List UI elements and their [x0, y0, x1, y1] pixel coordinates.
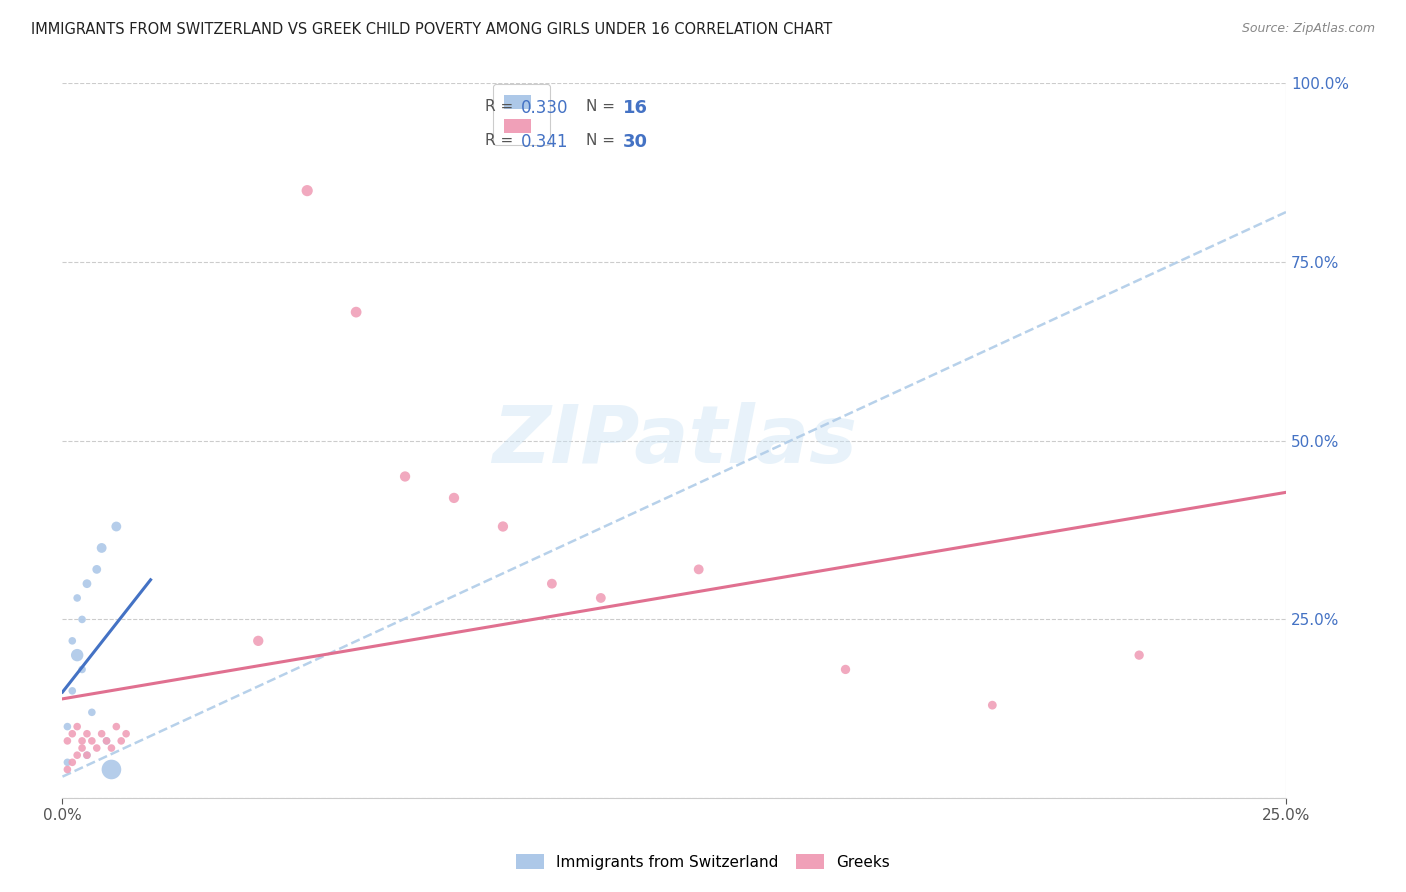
Point — [247, 633, 270, 648]
Point — [541, 576, 564, 591]
Point — [66, 720, 89, 734]
Point — [1128, 648, 1150, 662]
Point — [981, 698, 1004, 713]
Point — [80, 706, 103, 720]
Point — [492, 519, 515, 533]
Point — [96, 734, 118, 748]
Point — [80, 734, 103, 748]
Point — [76, 748, 98, 763]
Point — [394, 469, 416, 483]
Point — [443, 491, 465, 505]
Point — [60, 727, 83, 741]
Point — [115, 727, 138, 741]
Point — [56, 734, 79, 748]
Point — [86, 741, 108, 756]
Point — [56, 756, 79, 770]
Point — [60, 633, 83, 648]
Text: 16: 16 — [623, 99, 648, 117]
Point — [344, 305, 367, 319]
Point — [105, 519, 128, 533]
Text: Source: ZipAtlas.com: Source: ZipAtlas.com — [1241, 22, 1375, 36]
Legend: , : , — [494, 84, 550, 145]
Point — [86, 562, 108, 576]
Point — [295, 184, 318, 198]
Point — [66, 648, 89, 662]
Text: N =: N = — [586, 134, 616, 148]
Point — [76, 576, 98, 591]
Text: IMMIGRANTS FROM SWITZERLAND VS GREEK CHILD POVERTY AMONG GIRLS UNDER 16 CORRELAT: IMMIGRANTS FROM SWITZERLAND VS GREEK CHI… — [31, 22, 832, 37]
Point — [90, 727, 112, 741]
Text: ZIPatlas: ZIPatlas — [492, 401, 856, 480]
Point — [70, 741, 93, 756]
Point — [688, 562, 710, 576]
Point — [90, 541, 112, 555]
Legend: Immigrants from Switzerland, Greeks: Immigrants from Switzerland, Greeks — [509, 847, 897, 877]
Point — [110, 734, 132, 748]
Point — [105, 720, 128, 734]
Point — [76, 727, 98, 741]
Point — [70, 662, 93, 676]
Text: 0.330: 0.330 — [522, 99, 569, 117]
Point — [96, 734, 118, 748]
Point — [66, 748, 89, 763]
Text: R =: R = — [485, 99, 513, 114]
Point — [70, 734, 93, 748]
Point — [76, 748, 98, 763]
Point — [66, 591, 89, 605]
Text: 0.341: 0.341 — [522, 134, 569, 152]
Point — [100, 763, 122, 777]
Text: R =: R = — [485, 134, 513, 148]
Point — [70, 612, 93, 626]
Text: N =: N = — [586, 99, 616, 114]
Point — [834, 662, 856, 676]
Point — [56, 720, 79, 734]
Point — [100, 741, 122, 756]
Point — [60, 684, 83, 698]
Point — [60, 756, 83, 770]
Point — [56, 763, 79, 777]
Text: 30: 30 — [623, 134, 648, 152]
Point — [589, 591, 612, 605]
